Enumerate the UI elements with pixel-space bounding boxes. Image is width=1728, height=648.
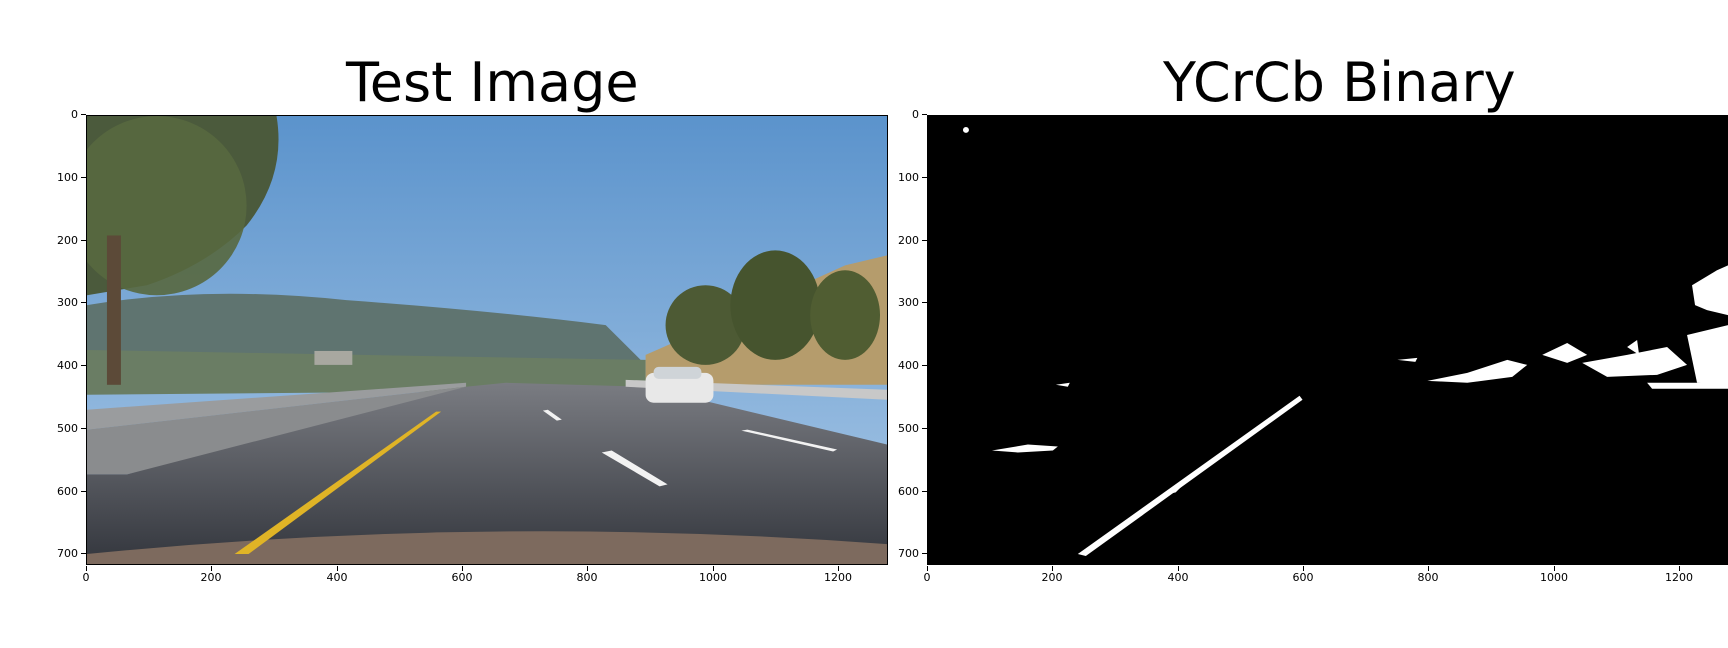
test-image-x-tick: 0 (66, 566, 106, 583)
test-image-y-tick: 700 (42, 548, 86, 559)
ycrcb-binary-axes (927, 115, 1728, 565)
test-image-y-tick: 100 (42, 172, 86, 183)
binary-x-tick: 0 (907, 566, 947, 583)
test-image-y-tick: 200 (42, 235, 86, 246)
binary-y-tick: 0 (883, 109, 927, 120)
ycrcb-binary-mask (928, 116, 1728, 564)
binary-x-tick: 800 (1408, 566, 1448, 583)
test-image-y-tick: 400 (42, 360, 86, 371)
test-image-y-tick: 300 (42, 297, 86, 308)
binary-y-tick: 300 (883, 297, 927, 308)
panel-title-test-image: Test Image (346, 51, 639, 114)
binary-x-tick: 1000 (1534, 566, 1574, 583)
binary-y-tick: 700 (883, 548, 927, 559)
binary-y-tick: 500 (883, 423, 927, 434)
test-image-y-tick: 0 (42, 109, 86, 120)
test-image-x-tick: 400 (317, 566, 357, 583)
test-image-axes (86, 115, 888, 565)
test-image-x-tick: 1000 (693, 566, 733, 583)
binary-y-tick: 200 (883, 235, 927, 246)
test-image-road-scene (87, 116, 887, 564)
binary-x-tick: 600 (1283, 566, 1323, 583)
binary-x-tick: 200 (1032, 566, 1072, 583)
binary-y-tick: 600 (883, 486, 927, 497)
test-image-x-tick: 200 (191, 566, 231, 583)
binary-y-tick: 400 (883, 360, 927, 371)
test-image-x-tick: 1200 (818, 566, 858, 583)
binary-y-tick: 100 (883, 172, 927, 183)
test-image-x-tick: 800 (567, 566, 607, 583)
panel-title-ycrcb-binary: YCrCb Binary (1163, 51, 1516, 114)
test-image-y-tick: 500 (42, 423, 86, 434)
test-image-x-tick: 600 (442, 566, 482, 583)
test-image-y-tick: 600 (42, 486, 86, 497)
binary-x-tick: 400 (1158, 566, 1198, 583)
binary-x-tick: 1200 (1659, 566, 1699, 583)
